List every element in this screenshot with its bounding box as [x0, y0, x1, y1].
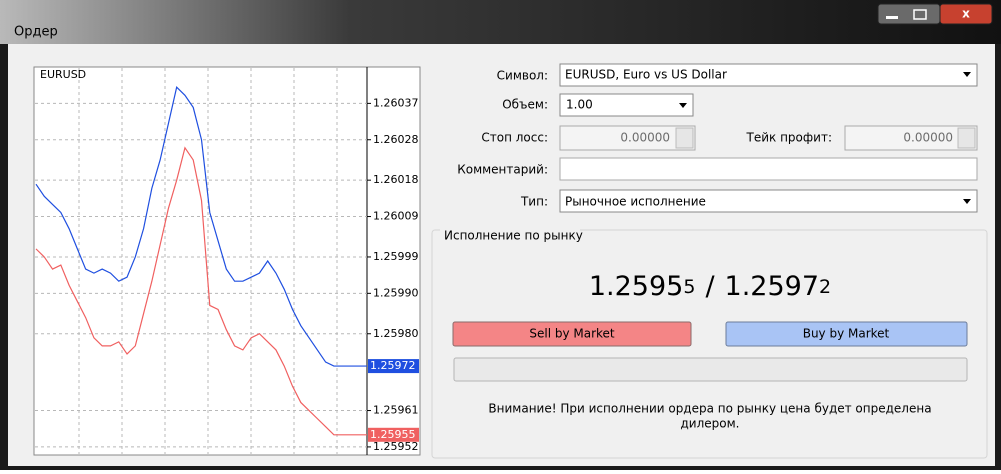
take-profit-label: Тейк профит:	[746, 131, 832, 145]
comment-input[interactable]	[559, 157, 978, 181]
y-tick-label: 1.25961	[373, 404, 419, 417]
dropdown-arrow	[679, 103, 687, 108]
chart-box	[33, 66, 421, 456]
min-icon	[886, 16, 898, 19]
stop-loss-label: Стоп лосс:	[481, 131, 548, 145]
market-title: Исполнение по рынку	[444, 229, 583, 243]
dropdown-arrow	[963, 72, 971, 77]
warning-line: Внимание! При исполнении ордера по рынку…	[488, 402, 931, 416]
close-icon: x	[962, 7, 970, 21]
last-price-label: 1.25955	[370, 428, 416, 441]
warning-line: дилером.	[681, 417, 740, 431]
y-tick-label: 1.26009	[373, 210, 419, 223]
max-icon	[913, 9, 927, 20]
type-select[interactable]	[559, 189, 978, 213]
v-grid	[78, 68, 338, 454]
quote: 1.25955 / 1.25972	[589, 271, 831, 302]
bid-main: 1.2595	[589, 271, 683, 302]
take-profit-input[interactable]	[844, 125, 978, 151]
type-value: Рыночное исполнение	[565, 195, 706, 209]
dropdown-arrow	[963, 199, 971, 204]
comment-label: Комментарий:	[457, 163, 548, 177]
y-tick-label: 1.25952	[373, 440, 419, 453]
type-label: Тип:	[520, 195, 548, 209]
volume-select[interactable]	[559, 93, 694, 117]
last-price-box	[368, 427, 419, 442]
buy-button[interactable]	[725, 321, 968, 347]
y-tick-label: 1.25999	[373, 250, 419, 263]
volume-label: Объем:	[502, 98, 548, 112]
symbol-label: Символ:	[497, 69, 548, 83]
title-bar	[0, 0, 1001, 44]
last-price-box	[368, 359, 419, 374]
progress-bar	[453, 357, 968, 382]
spinner[interactable]	[675, 127, 694, 149]
spinner[interactable]	[957, 127, 976, 149]
y-tick-label: 1.26018	[373, 173, 419, 186]
y-tick-label: 1.25980	[373, 327, 419, 340]
quote-separator: /	[705, 271, 715, 302]
y-tick-label: 1.26028	[373, 133, 419, 146]
close-button[interactable]	[939, 3, 993, 25]
ask-main: 1.2597	[725, 271, 819, 302]
stop-loss-input[interactable]	[559, 125, 696, 151]
min-max-buttons[interactable]	[877, 3, 941, 25]
stop-loss-value: 0.00000	[620, 131, 670, 145]
volume-value: 1.00	[566, 98, 593, 112]
group-title-gap	[440, 229, 580, 232]
market-group	[431, 229, 988, 459]
price-line	[35, 146, 367, 436]
y-tick-label: 1.25990	[373, 286, 419, 299]
sell-button[interactable]	[452, 321, 692, 347]
y-tick-label: 1.26037	[373, 96, 419, 109]
ask-pip: 2	[819, 276, 831, 298]
take-profit-value: 0.00000	[903, 131, 953, 145]
price-line	[35, 86, 367, 367]
chart-symbol: EURUSD	[40, 68, 86, 81]
symbol-select[interactable]	[559, 63, 978, 87]
buy-label: Buy by Market	[803, 327, 890, 341]
last-price-label: 1.25972	[370, 359, 416, 372]
symbol-value: EURUSD, Euro vs US Dollar	[565, 68, 727, 82]
bid-pip: 5	[683, 276, 695, 298]
window-title: Ордер	[14, 25, 58, 40]
sell-label: Sell by Market	[529, 327, 615, 341]
